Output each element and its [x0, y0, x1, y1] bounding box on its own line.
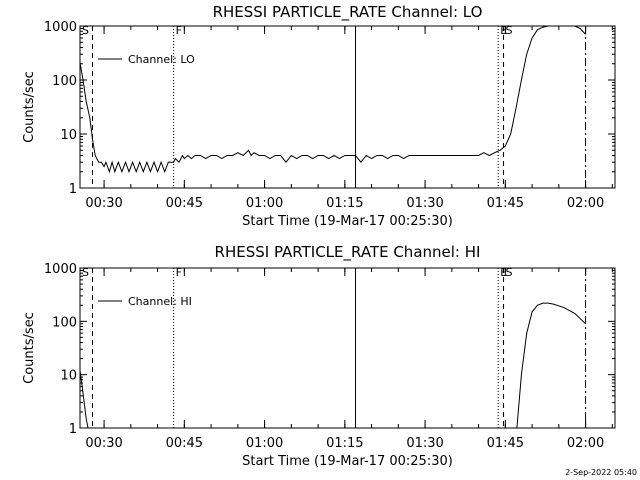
x-tick-label: 00:30: [85, 196, 122, 211]
y-tick-label: 100: [52, 315, 77, 330]
event-marker-label: S: [506, 266, 513, 279]
chart-title: RHESSI PARTICLE_RATE Channel: LO: [213, 3, 483, 22]
x-tick-label: 01:30: [406, 436, 443, 451]
event-marker-label: S: [82, 266, 89, 279]
legend-label: Channel: LO: [128, 53, 195, 66]
event-marker-label: F: [176, 266, 182, 279]
timestamp-footer: 2-Sep-2022 05:40: [565, 468, 637, 477]
y-axis-label: Counts/sec: [22, 312, 37, 384]
x-axis-label: Start Time (19-Mar-17 00:25:30): [242, 214, 453, 229]
x-tick-label: 01:15: [326, 196, 363, 211]
x-tick-label: 00:45: [166, 436, 203, 451]
x-tick-label: 00:30: [85, 436, 122, 451]
x-tick-label: 01:30: [406, 196, 443, 211]
series-line: [80, 26, 586, 174]
x-tick-label: 01:45: [487, 196, 524, 211]
x-tick-label: 01:00: [246, 436, 283, 451]
series-line: [80, 370, 89, 428]
plot-frame: [79, 267, 616, 429]
y-tick-label: 1: [69, 422, 77, 437]
y-tick-label: 1000: [44, 262, 77, 277]
event-marker-label: S: [82, 24, 89, 37]
x-tick-label: 02:00: [567, 436, 604, 451]
series-line: [516, 302, 586, 428]
x-axis-label: Start Time (19-Mar-17 00:25:30): [242, 454, 453, 469]
x-tick-label: 01:45: [487, 436, 524, 451]
x-tick-label: 02:00: [567, 196, 604, 211]
y-axis-label: Counts/sec: [22, 71, 37, 143]
y-tick-label: 10: [60, 128, 77, 143]
chart-panel-0: RHESSI PARTICLE_RATE Channel: LO 1 10 100 10…: [22, 3, 616, 229]
chart-panel-1: RHESSI PARTICLE_RATE Channel: HI 1 10 100 10…: [22, 243, 616, 469]
x-tick-label: 00:45: [166, 196, 203, 211]
y-tick-label: 1: [69, 182, 77, 197]
x-tick-label: 01:15: [326, 436, 363, 451]
x-tick-label: 01:00: [246, 196, 283, 211]
event-marker-label: F: [176, 24, 182, 37]
y-tick-label: 100: [52, 74, 77, 89]
y-tick-label: 1000: [44, 20, 77, 35]
y-tick-label: 10: [60, 369, 77, 384]
chart-title: RHESSI PARTICLE_RATE Channel: HI: [215, 243, 481, 262]
legend-label: Channel: HI: [128, 295, 192, 308]
event-marker-label: S: [506, 24, 513, 37]
